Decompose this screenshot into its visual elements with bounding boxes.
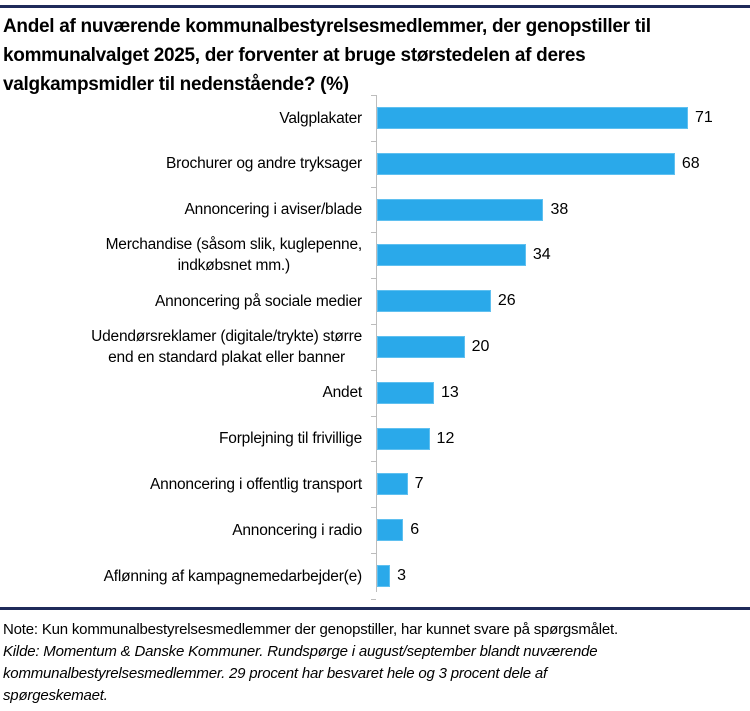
axis-tick [371,278,376,280]
axis-tick [371,140,376,142]
category-label-line: Andet [322,384,362,402]
axis-tick [371,553,376,554]
bar [377,107,688,129]
bar [377,427,430,450]
category-label: Annoncering i offentlig transport [22,461,362,507]
bar [377,473,408,496]
axis-tick [371,186,376,188]
bar-row: Aflønning af kampagnemedarbejder(e) 3 [0,553,750,599]
data-label: 26 [497,292,516,310]
category-label-line: Valgplakater [279,109,362,127]
bar [377,565,391,587]
bar [377,244,526,267]
category-label-line: Aflønning af kampagnemedarbejder(e) [103,567,363,585]
data-label: 34 [532,246,551,264]
data-label: 7 [414,475,424,493]
bar-row: Brochurer og andre tryksager 68 [0,141,750,187]
bar-row: Forplejning til frivillige 12 [0,416,750,462]
bar-row: Annoncering i offentlig transport 7 [0,461,750,507]
title-line: kommunalvalget 2025, der forventer at br… [3,45,586,66]
axis-tick [371,598,376,600]
category-label-line: Annoncering i offentlig transport [150,475,362,493]
category-label-line: Brochurer og andre tryksager [166,155,362,173]
bottom-rule [0,607,750,610]
axis-tick [371,369,376,371]
bar-row: Annoncering i radio 6 [0,507,750,553]
data-label: 13 [440,383,459,401]
axis-tick [371,324,376,325]
axis-tick [371,95,376,96]
source-line: spørgeskemaet. [3,687,108,704]
bar [377,290,491,313]
chart-footer: Note: Kun kommunalbestyrelsesmedlemmer d… [3,619,748,707]
category-label-line: Udendørsreklamer (digitale/trykte) størr… [91,328,362,345]
bar [377,152,675,175]
bar-row: Valgplakater 71 [0,95,750,141]
bar [377,198,544,221]
category-label-line: Annoncering i radio [232,521,362,539]
category-label-line: end en standard plakat eller banner [108,349,345,366]
category-label: Udendørsreklamer (digitale/trykte) størr… [22,324,362,370]
axis-tick [371,232,376,234]
category-label: Andet [22,370,362,416]
chart-title: Andel af nuværende kommunalbestyrelsesme… [3,12,743,99]
note-text: Note: Kun kommunalbestyrelsesmedlemmer d… [3,621,618,638]
category-label-line: Annoncering i aviser/blade [184,201,363,219]
bar [377,336,465,358]
category-label: Annoncering i radio [22,507,362,553]
bar-row: Udendørsreklamer (digitale/trykte) størr… [0,324,750,370]
data-label: 20 [471,338,490,355]
category-label: Brochurer og andre tryksager [22,141,362,187]
bar-row: Merchandise (såsom slik, kuglepenne, indk… [0,232,750,278]
title-line: Andel af nuværende kommunalbestyrelsesme… [3,16,651,37]
category-label: Annoncering i aviser/blade [22,187,363,233]
category-label: Valgplakater [22,95,362,141]
category-label-line: Forplejning til frivillige [219,430,362,448]
top-rule [0,5,750,8]
data-label: 38 [550,200,569,218]
category-label-line: Annoncering på sociale medier [154,292,362,310]
data-label: 71 [694,109,713,126]
category-label-line: indkøbsnet mm.) [177,257,291,275]
category-label: Forplejning til frivillige [22,416,362,462]
data-label: 6 [410,521,420,539]
axis-tick [371,507,376,509]
bar-row: Annoncering i aviser/blade 38 [0,187,750,233]
source-line: Kilde: Momentum & Danske Kommuner. Runds… [3,643,598,660]
bar-row: Annoncering på sociale medier 26 [0,278,750,324]
category-label: Merchandise (såsom slik, kuglepenne, indk… [22,232,363,278]
axis-tick [371,415,376,417]
bar-row: Andet 13 [0,370,750,416]
bar [377,381,434,404]
category-label: Annoncering på sociale medier [22,278,362,324]
category-label: Aflønning af kampagnemedarbejder(e) [22,553,363,599]
source-line: kommunalbestyrelsesmedlemmer. 29 procent… [3,665,547,682]
data-label: 12 [436,429,455,447]
data-label: 68 [681,154,700,172]
category-axis [376,95,377,592]
title-line: valgkampsmidler til nedenstående? (%) [3,74,349,95]
data-label: 3 [397,567,407,584]
bar [377,519,404,542]
axis-tick [371,461,376,463]
category-label-line: Merchandise (såsom slik, kuglepenne, [105,236,363,254]
